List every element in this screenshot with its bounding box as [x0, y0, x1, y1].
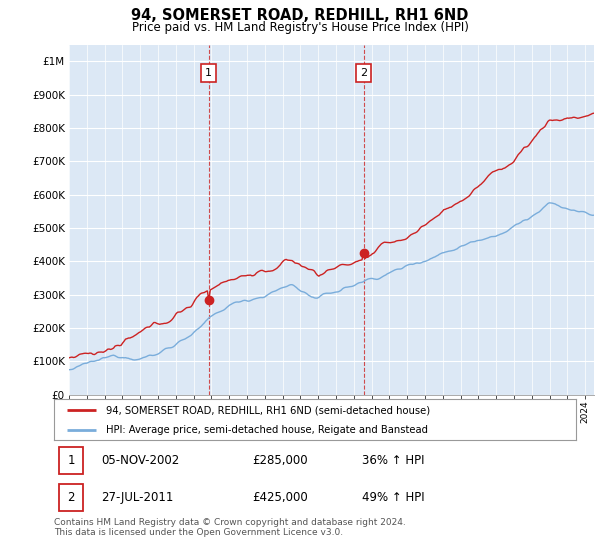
Text: 1: 1	[205, 68, 212, 78]
Text: 94, SOMERSET ROAD, REDHILL, RH1 6ND (semi-detached house): 94, SOMERSET ROAD, REDHILL, RH1 6ND (sem…	[106, 405, 430, 415]
Text: 36% ↑ HPI: 36% ↑ HPI	[362, 454, 424, 467]
Text: 2: 2	[360, 68, 367, 78]
Text: Contains HM Land Registry data © Crown copyright and database right 2024.
This d: Contains HM Land Registry data © Crown c…	[54, 518, 406, 538]
Text: £285,000: £285,000	[253, 454, 308, 467]
Text: Price paid vs. HM Land Registry's House Price Index (HPI): Price paid vs. HM Land Registry's House …	[131, 21, 469, 34]
Text: HPI: Average price, semi-detached house, Reigate and Banstead: HPI: Average price, semi-detached house,…	[106, 424, 428, 435]
Text: 05-NOV-2002: 05-NOV-2002	[101, 454, 179, 467]
Text: 94, SOMERSET ROAD, REDHILL, RH1 6ND: 94, SOMERSET ROAD, REDHILL, RH1 6ND	[131, 8, 469, 24]
Text: 49% ↑ HPI: 49% ↑ HPI	[362, 491, 425, 504]
FancyBboxPatch shape	[59, 447, 83, 474]
Text: 1: 1	[67, 454, 75, 467]
Text: 2: 2	[67, 491, 75, 504]
Text: £425,000: £425,000	[253, 491, 308, 504]
FancyBboxPatch shape	[59, 484, 83, 511]
Text: 27-JUL-2011: 27-JUL-2011	[101, 491, 173, 504]
